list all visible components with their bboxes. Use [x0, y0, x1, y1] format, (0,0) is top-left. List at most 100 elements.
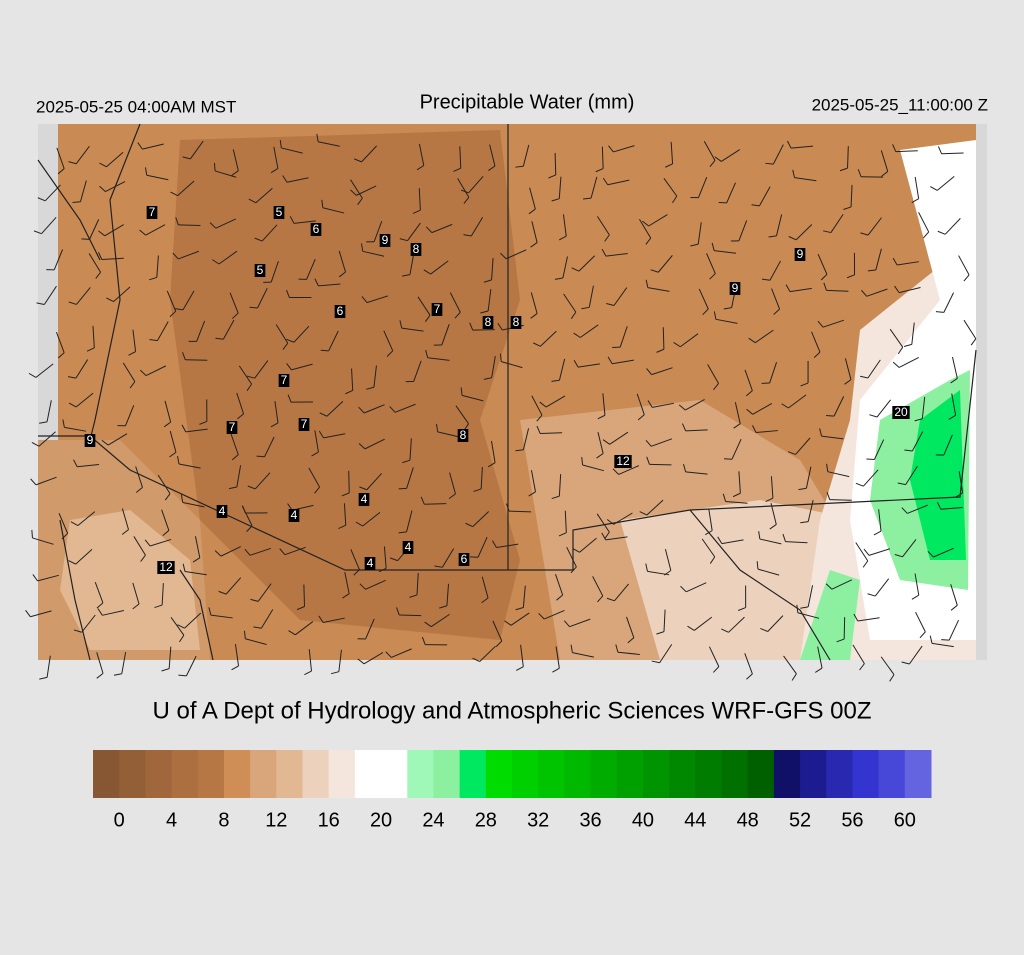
- wind-barb-flag: [321, 350, 329, 351]
- colorbar-swatch: [643, 750, 670, 798]
- wind-barb-flag: [792, 674, 796, 681]
- colorbar-swatch: [774, 750, 801, 798]
- colorbar-swatch: [905, 750, 932, 798]
- station-value: 9: [382, 233, 389, 247]
- station-label: 4: [217, 504, 228, 518]
- wind-barb-flag: [399, 488, 407, 489]
- wind-barb-flag: [31, 479, 36, 485]
- colorbar-swatch: [852, 750, 879, 798]
- wind-barb-flag: [941, 640, 949, 641]
- valid-time-local: 2025-05-25 04:00AM MST: [36, 97, 236, 116]
- station-value: 4: [405, 540, 412, 554]
- map-title: Precipitable Water (mm): [420, 91, 635, 113]
- wind-barb-flag: [33, 574, 38, 580]
- wind-barb-flag: [516, 667, 523, 671]
- wind-barb-flag: [29, 373, 36, 377]
- station-value: 5: [257, 263, 264, 277]
- wind-barb: [663, 327, 664, 349]
- colorbar-tick-label: 28: [475, 809, 497, 831]
- station-value: 4: [367, 556, 374, 570]
- station-label: 5: [274, 205, 285, 219]
- station-value: 9: [797, 247, 804, 261]
- station-label: 5: [255, 263, 266, 277]
- wind-barb-flag: [232, 666, 239, 670]
- station-value: 8: [460, 428, 467, 442]
- wind-barb: [555, 153, 556, 175]
- colorbar-tick-label: 24: [422, 809, 444, 831]
- wind-barb-flag: [162, 669, 170, 671]
- wind-barb-flag: [257, 456, 265, 457]
- station-label: 4: [289, 508, 300, 522]
- colorbar-swatch: [381, 750, 408, 798]
- station-label: 8: [483, 315, 494, 329]
- wind-barb: [399, 615, 421, 616]
- station-label: 7: [279, 373, 290, 387]
- station-label: 9: [730, 281, 741, 295]
- colorbar-swatch: [695, 750, 722, 798]
- wind-barb-flag: [114, 674, 122, 676]
- colorbar-tick-label: 32: [527, 809, 549, 831]
- wind-barb-flag: [304, 671, 311, 675]
- colorbar-swatch: [433, 750, 460, 798]
- colorbar-tick-label: 60: [894, 809, 916, 831]
- colorbar-swatch: [172, 750, 199, 798]
- colorbar-swatch: [460, 750, 487, 798]
- station-value: 7: [229, 420, 236, 434]
- colorbar-swatch: [538, 750, 565, 798]
- station-value: 12: [159, 560, 173, 574]
- colorbar-tick-label: 44: [684, 809, 706, 831]
- station-value: 7: [301, 417, 308, 431]
- colorbar-swatch: [722, 750, 749, 798]
- wind-barb: [830, 500, 852, 501]
- colorbar-tick-label: 16: [318, 809, 340, 831]
- station-value: 7: [149, 205, 156, 219]
- station-value: 7: [434, 302, 441, 316]
- colorbar-tick-label: 8: [218, 809, 229, 831]
- station-label: 7: [299, 417, 310, 431]
- wind-barb-flag: [826, 415, 834, 416]
- wind-barb-flag: [32, 442, 39, 446]
- colorbar-swatch: [748, 750, 775, 798]
- colorbar-tick-label: 56: [841, 809, 863, 831]
- colorbar-swatch: [355, 750, 382, 798]
- wind-barb: [178, 225, 200, 226]
- colorbar-tick-label: 36: [579, 809, 601, 831]
- colorbar-swatch: [93, 750, 120, 798]
- colorbar-swatch: [329, 750, 356, 798]
- colorbar-swatch: [119, 750, 146, 798]
- wind-barb-flag: [97, 673, 103, 678]
- station-value: 6: [337, 304, 344, 318]
- station-label: 9: [795, 247, 806, 261]
- station-value: 9: [732, 281, 739, 295]
- colorbar-tick-label: 52: [789, 809, 811, 831]
- colorbar-swatch: [303, 750, 330, 798]
- station-label: 7: [432, 302, 443, 316]
- station-label: 4: [403, 540, 414, 554]
- colorbar-swatch: [826, 750, 853, 798]
- colorbar-swatch: [224, 750, 251, 798]
- wind-barb-flag: [178, 675, 186, 676]
- colorbar-tick-label: 12: [265, 809, 287, 831]
- station-value: 8: [513, 315, 520, 329]
- station-value: 6: [313, 222, 320, 236]
- wind-barb-flag: [39, 677, 47, 679]
- wind-barb-flag: [26, 610, 31, 616]
- station-value: 4: [361, 492, 368, 506]
- colorbar-swatch: [669, 750, 696, 798]
- station-value: 20: [894, 405, 908, 419]
- station-label: 8: [458, 428, 469, 442]
- colorbar-swatch: [591, 750, 618, 798]
- wind-barb-flag: [32, 530, 33, 538]
- wind-barb-flag: [746, 674, 752, 679]
- station-value: 7: [281, 373, 288, 387]
- wind-barb-flag: [860, 664, 865, 670]
- station-value: 8: [413, 242, 420, 256]
- wind-barb: [304, 585, 305, 607]
- station-value: 8: [485, 315, 492, 329]
- wind-barb: [349, 471, 350, 493]
- station-label: 6: [459, 552, 470, 566]
- station-label: 4: [365, 556, 376, 570]
- colorbar-swatch: [145, 750, 172, 798]
